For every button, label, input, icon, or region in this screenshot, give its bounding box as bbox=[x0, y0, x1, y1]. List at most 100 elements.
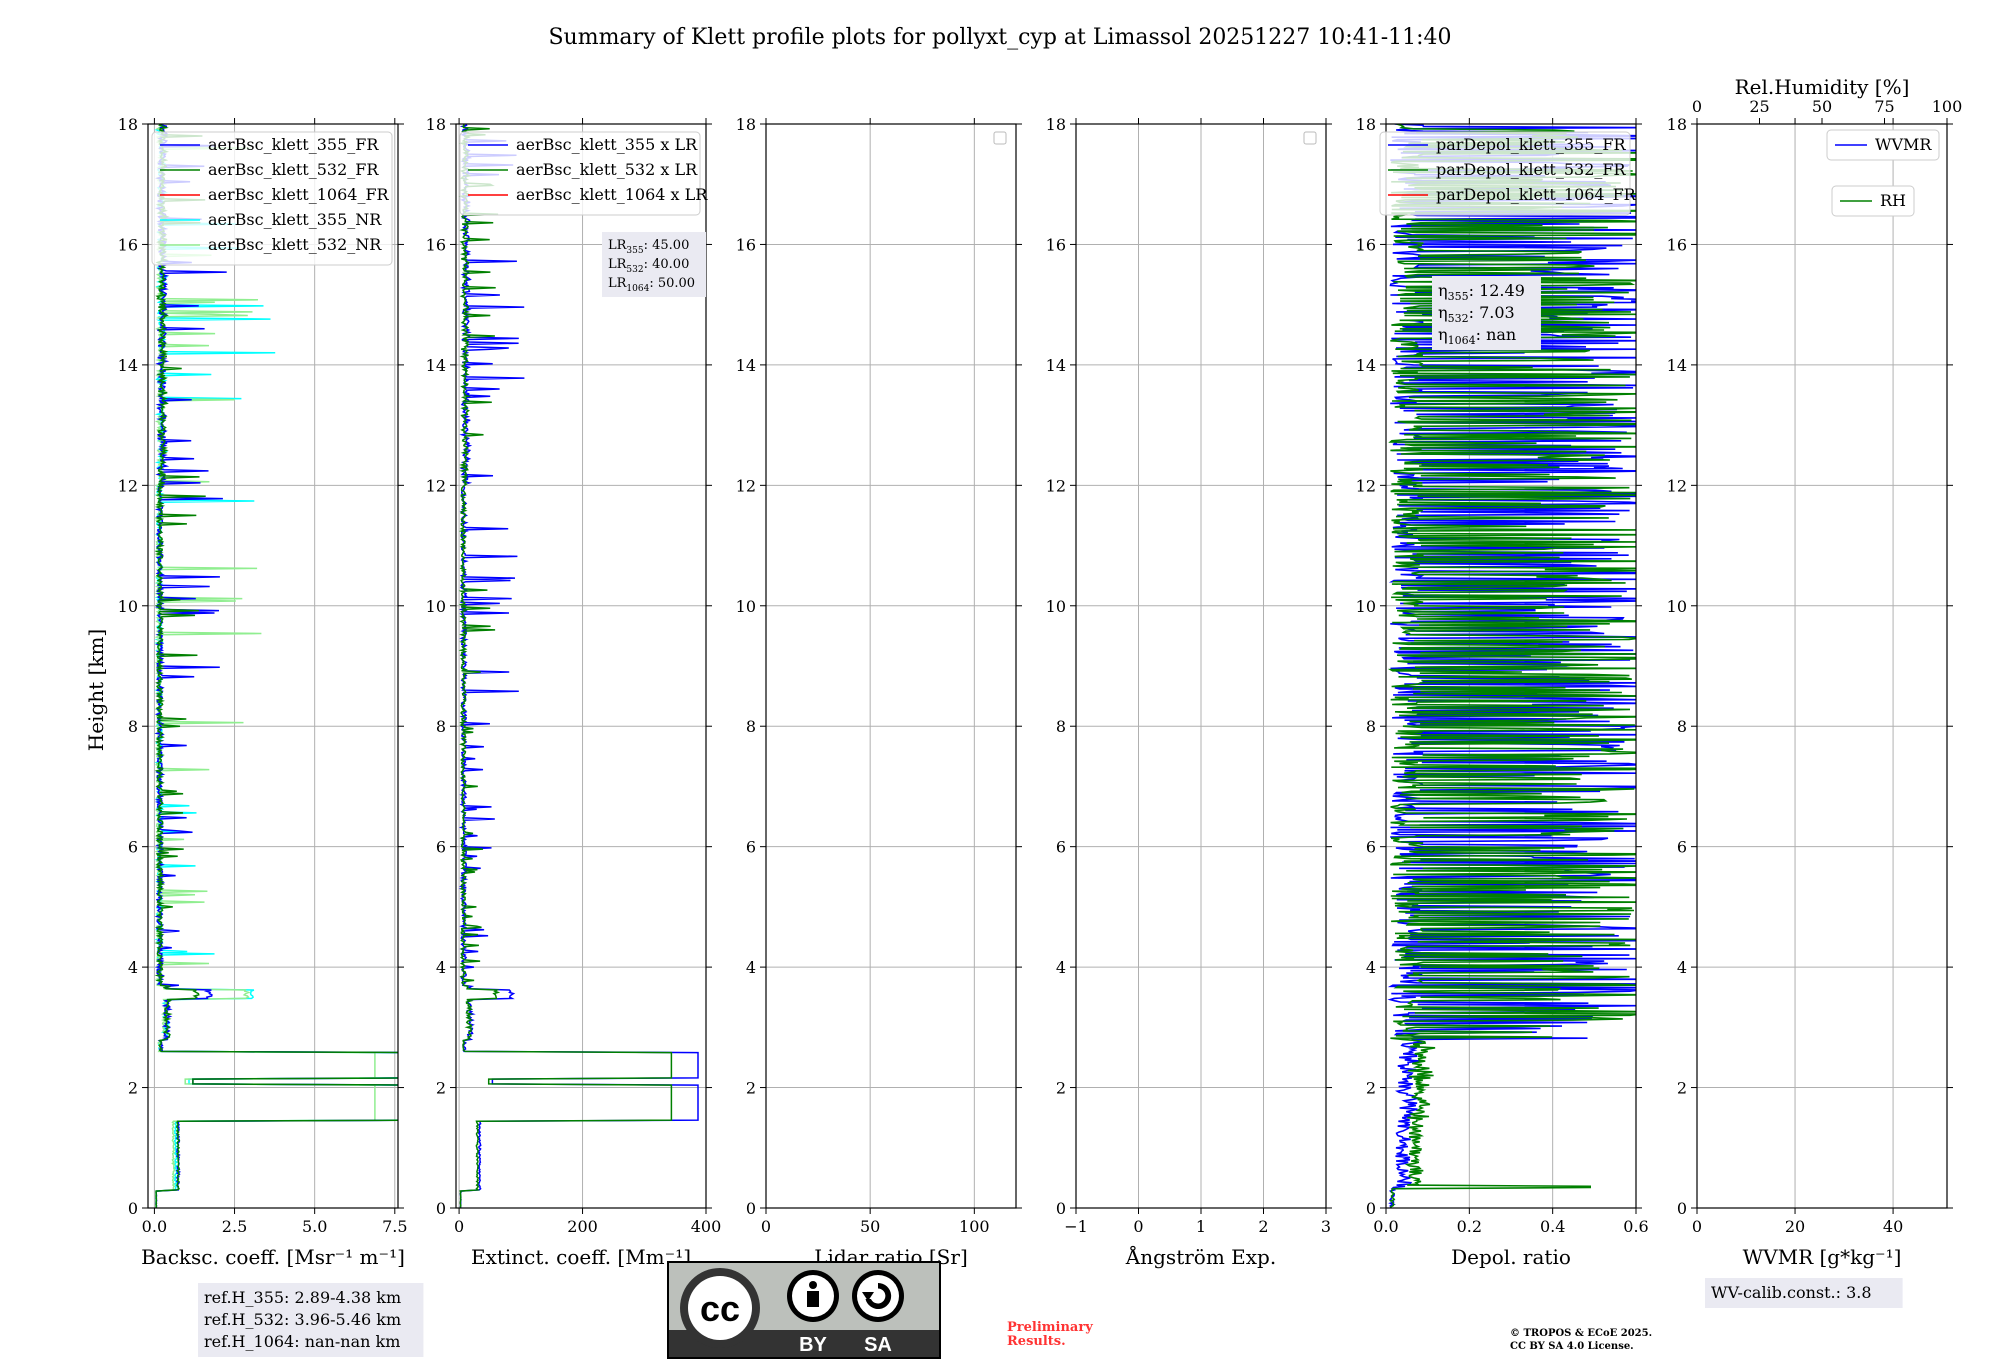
empty-legend-box bbox=[1303, 131, 1317, 145]
legend-label: aerBsc_klett_355_FR bbox=[208, 135, 379, 154]
x-tick-label: 0 bbox=[761, 1217, 771, 1236]
copyright-line-2: CC BY SA 4.0 License. bbox=[1510, 1341, 1634, 1352]
y-tick-label: 10 bbox=[1356, 597, 1376, 616]
y-tick-label: 18 bbox=[1667, 115, 1687, 134]
legend-label: aerBsc_klett_1064_FR bbox=[208, 185, 390, 204]
x-tick-label: 0 bbox=[454, 1217, 464, 1236]
wv-calib-box-line: WV-calib.const.: 3.8 bbox=[1711, 1283, 1872, 1302]
cc-logo-text: cc bbox=[700, 1288, 740, 1329]
y-tick-label: 6 bbox=[436, 838, 446, 857]
x-tick-label: 50 bbox=[860, 1217, 880, 1236]
eta-box-line: η1064: nan bbox=[1438, 325, 1516, 347]
top-x-tick-label: 50 bbox=[1812, 97, 1832, 116]
y-tick-label: 8 bbox=[436, 717, 446, 736]
y-tick-label: 16 bbox=[118, 235, 138, 254]
cc-logo-icon bbox=[688, 1276, 752, 1340]
y-tick-label: 14 bbox=[1356, 356, 1376, 375]
legend-frame bbox=[459, 131, 701, 216]
depol-panel: 0 2 4 6 8 10 12 14 16 18 0.0 0.2 0.4 0.6 Depol. ratio p… bbox=[1356, 115, 1649, 1269]
legend-label: aerBsc_klett_532_FR bbox=[208, 160, 379, 179]
top-x-axis-label: Rel.Humidity [%] bbox=[1735, 75, 1910, 99]
top-x-tick-label: 0 bbox=[1692, 97, 1702, 116]
x-tick-label: 2.5 bbox=[222, 1217, 247, 1236]
y-tick-label: 0 bbox=[128, 1199, 138, 1218]
y-tick-label: 18 bbox=[426, 115, 446, 134]
legend-frame bbox=[151, 131, 393, 266]
legend: parDepol_klett_355_FR parDepol_klett_532_… bbox=[1379, 131, 1637, 216]
series-line-aerBsc_klett_532 x LR bbox=[458, 124, 673, 1208]
legend-frame bbox=[1831, 185, 1915, 217]
y-tick-label: 2 bbox=[1056, 1079, 1066, 1098]
x-tick-label: 1 bbox=[1196, 1217, 1206, 1236]
y-tick-label: 12 bbox=[1667, 476, 1687, 495]
y-tick-label: 0 bbox=[746, 1199, 756, 1218]
lidar-ratio-box-line: LR532: 40.00 bbox=[608, 257, 689, 275]
reference-height-box-line: ref.H_1064: nan-nan km bbox=[204, 1332, 400, 1351]
x-tick-label: 0.0 bbox=[142, 1217, 167, 1236]
y-tick-label: 2 bbox=[1366, 1079, 1376, 1098]
y-tick-label: 4 bbox=[1677, 958, 1687, 977]
y-tick-label: 16 bbox=[1046, 235, 1066, 254]
y-tick-label: 18 bbox=[118, 115, 138, 134]
y-tick-label: 18 bbox=[736, 115, 756, 134]
y-tick-label: 10 bbox=[1046, 597, 1066, 616]
y-tick-label: 16 bbox=[736, 235, 756, 254]
y-tick-label: 14 bbox=[1667, 356, 1687, 375]
y-tick-label: 2 bbox=[128, 1079, 138, 1098]
legend-rh: RH bbox=[1831, 185, 1915, 217]
x-axis-label: Depol. ratio bbox=[1451, 1245, 1571, 1269]
x-tick-label: 7.5 bbox=[382, 1217, 407, 1236]
y-tick-label: 14 bbox=[426, 356, 446, 375]
legend: aerBsc_klett_355_FR aerBsc_klett_532_FRae… bbox=[151, 131, 393, 266]
series-line-parDepol_klett_532_FR bbox=[1387, 124, 1636, 1208]
x-axis-label: Extinct. coeff. [Mm⁻¹] bbox=[471, 1245, 691, 1269]
y-tick-label: 8 bbox=[1056, 717, 1066, 736]
y-tick-label: 8 bbox=[1677, 717, 1687, 736]
axes-frame bbox=[765, 123, 1017, 1209]
y-tick-label: 12 bbox=[736, 476, 756, 495]
x-tick-label: 0.6 bbox=[1623, 1217, 1648, 1236]
y-tick-label: 12 bbox=[1356, 476, 1376, 495]
y-tick-label: 4 bbox=[1366, 958, 1376, 977]
x-axis-label: WVMR [g*kg⁻¹] bbox=[1743, 1245, 1902, 1269]
y-tick-label: 6 bbox=[128, 838, 138, 857]
wv-calib-box-background bbox=[1705, 1278, 1903, 1308]
y-tick-label: 12 bbox=[118, 476, 138, 495]
x-tick-label: 400 bbox=[691, 1217, 722, 1236]
lidar-ratio-box-line: LR1064: 50.00 bbox=[608, 276, 695, 294]
legend-label: aerBsc_klett_532 x LR bbox=[516, 160, 698, 179]
y-tick-label: 12 bbox=[426, 476, 446, 495]
y-tick-label: 14 bbox=[118, 356, 138, 375]
x-axis-label: Backsc. coeff. [Msr⁻¹ m⁻¹] bbox=[141, 1245, 405, 1269]
y-tick-label: 6 bbox=[746, 838, 756, 857]
preliminary-label-line-2: Results. bbox=[1007, 1334, 1066, 1349]
x-tick-label: 0 bbox=[1692, 1217, 1702, 1236]
y-tick-label: 8 bbox=[128, 717, 138, 736]
y-tick-label: 14 bbox=[1046, 356, 1066, 375]
legend-frame bbox=[1826, 129, 1940, 161]
series-line-aerBsc_klett_355_FR bbox=[154, 124, 398, 1208]
legend-label: parDepol_klett_532_FR bbox=[1436, 160, 1627, 179]
y-tick-label: 2 bbox=[1677, 1079, 1687, 1098]
y-tick-label: 16 bbox=[1667, 235, 1687, 254]
figure-title: Summary of Klett profile plots for polly… bbox=[548, 25, 1451, 50]
reference-height-box: ref.H_355: 2.89-4.38 km ref.H_532: 3.96-5… bbox=[198, 1283, 424, 1357]
x-tick-label: 40 bbox=[1883, 1217, 1903, 1236]
y-tick-label: 0 bbox=[1056, 1199, 1066, 1218]
x-tick-label: −1 bbox=[1064, 1217, 1088, 1236]
y-tick-label: 12 bbox=[1046, 476, 1066, 495]
reference-height-box-line: ref.H_355: 2.89-4.38 km bbox=[204, 1288, 401, 1307]
series-line-aerBsc_klett_532_FR bbox=[154, 124, 398, 1208]
reference-height-box-line: ref.H_532: 3.96-5.46 km bbox=[204, 1310, 401, 1329]
x-tick-label: 200 bbox=[567, 1217, 598, 1236]
cc-license-badge[interactable]: cc BY SA bbox=[667, 1261, 941, 1359]
legend: aerBsc_klett_355 x LR aerBsc_klett_532 x … bbox=[459, 131, 708, 216]
y-tick-label: 18 bbox=[1356, 115, 1376, 134]
eta-box-line: η532: 7.03 bbox=[1438, 303, 1515, 325]
lidar-ratio-box-line: LR355: 45.00 bbox=[608, 238, 689, 256]
copyright-line-1: © TROPOS & ECoE 2025. bbox=[1510, 1328, 1652, 1339]
x-axis-label: Ångström Exp. bbox=[1125, 1244, 1276, 1269]
y-tick-label: 0 bbox=[1366, 1199, 1376, 1218]
top-x-tick-label: 25 bbox=[1749, 97, 1769, 116]
